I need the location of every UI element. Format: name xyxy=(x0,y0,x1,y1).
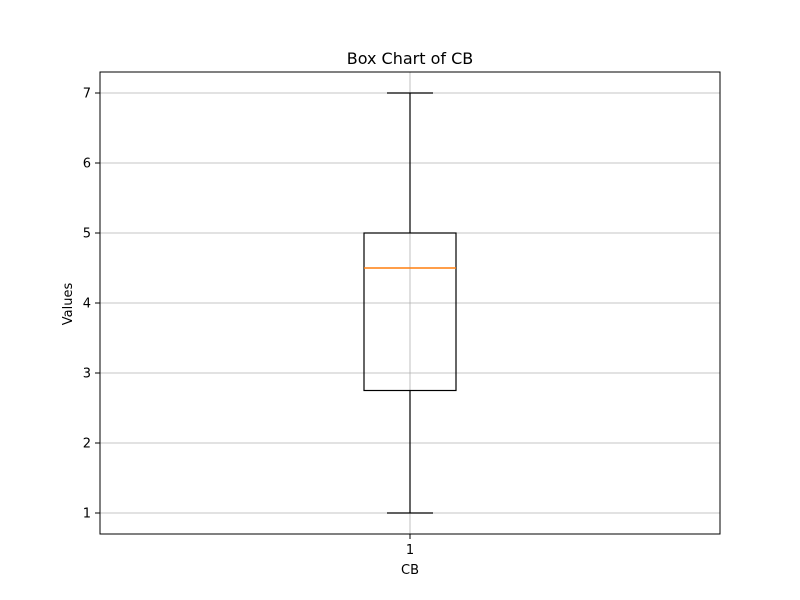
y-tick-label: 4 xyxy=(83,297,91,312)
y-axis-label: Values xyxy=(61,283,76,326)
y-tick-label: 6 xyxy=(83,157,91,172)
y-tick-label: 1 xyxy=(83,507,91,522)
axis-ticks: 1 2 3 4 5 6 7 1 xyxy=(83,87,414,559)
y-tick-label: 3 xyxy=(83,367,91,382)
iqr-box xyxy=(363,232,457,392)
y-tick-label: 5 xyxy=(83,227,91,242)
plot-marks xyxy=(363,92,457,514)
chart-title: Box Chart of CB xyxy=(347,49,474,68)
y-tick-label: 7 xyxy=(83,87,91,102)
x-axis-label: CB xyxy=(401,563,419,578)
x-tick-label: 1 xyxy=(406,543,414,558)
y-tick-label: 2 xyxy=(83,437,91,452)
axes-frame xyxy=(99,71,721,535)
